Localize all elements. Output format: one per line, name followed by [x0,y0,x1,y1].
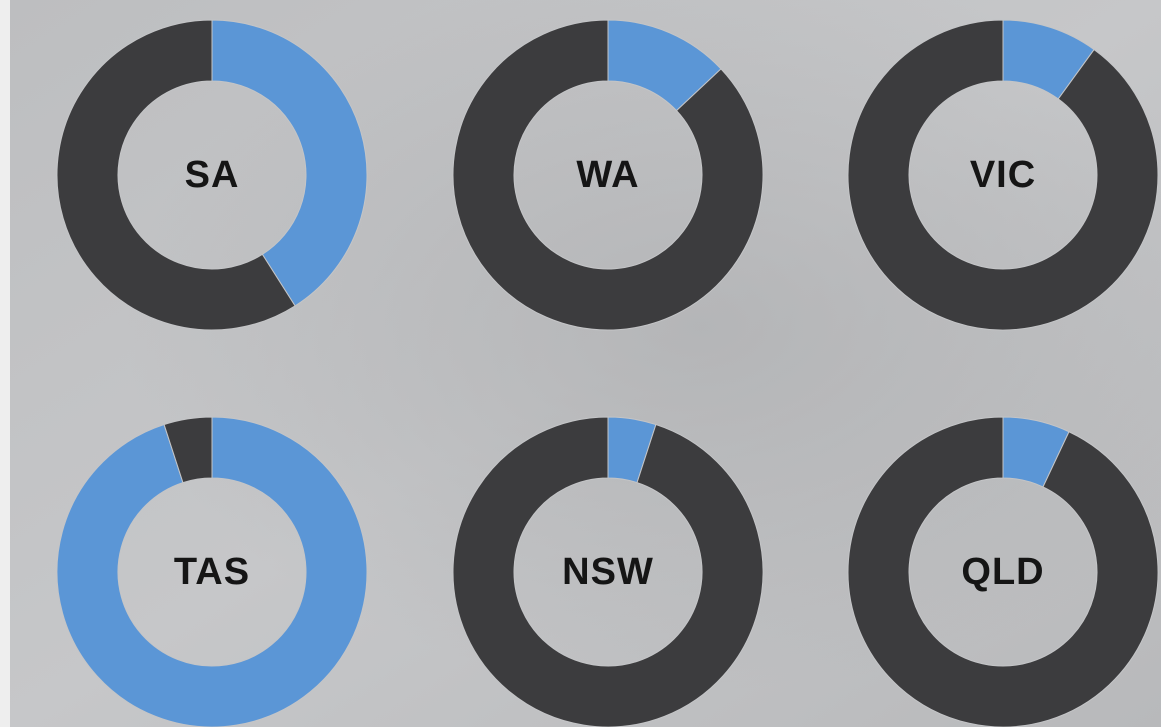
donut-label: TAS [174,551,250,593]
donut-segment [56,19,296,331]
donut-segment [847,19,1159,331]
donut-segment [452,416,764,727]
donut-label: VIC [970,154,1036,196]
donut-segment [163,416,213,484]
donut-segment [847,416,1159,727]
donut-segment [452,19,764,331]
background-shade [10,0,1161,727]
donut-segment [56,416,368,727]
donut-label: QLD [961,551,1044,593]
donut-label: SA [185,154,240,196]
donut-segment [211,19,368,307]
donut-label: NSW [562,551,654,593]
donut-label: WA [576,154,639,196]
